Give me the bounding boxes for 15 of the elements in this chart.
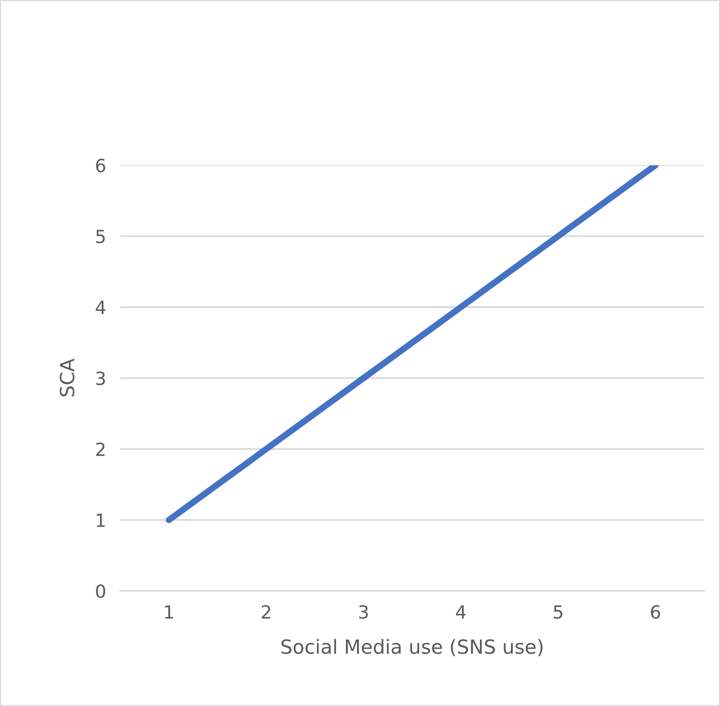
y-tick-label: 2 [96, 442, 105, 456]
x-tick-label: 2 [262, 605, 270, 619]
x-axis-title: Social Media use (SNS use) [281, 638, 543, 656]
x-tick-label: 3 [359, 605, 368, 619]
y-tick-label: 1 [96, 514, 105, 527]
y-tick-label: 3 [96, 372, 105, 386]
x-tick-label: 5 [554, 605, 562, 619]
y-axis-title: SCA [60, 358, 74, 396]
x-tick-label: 1 [165, 605, 173, 619]
x-tick-label: 4 [456, 605, 466, 619]
x-tick-label: 6 [651, 605, 660, 619]
y-tick-label: 0 [96, 584, 106, 598]
y-tick-label: 5 [96, 230, 105, 244]
y-tick-label: 4 [96, 300, 106, 314]
y-tick-label: 6 [96, 158, 106, 172]
